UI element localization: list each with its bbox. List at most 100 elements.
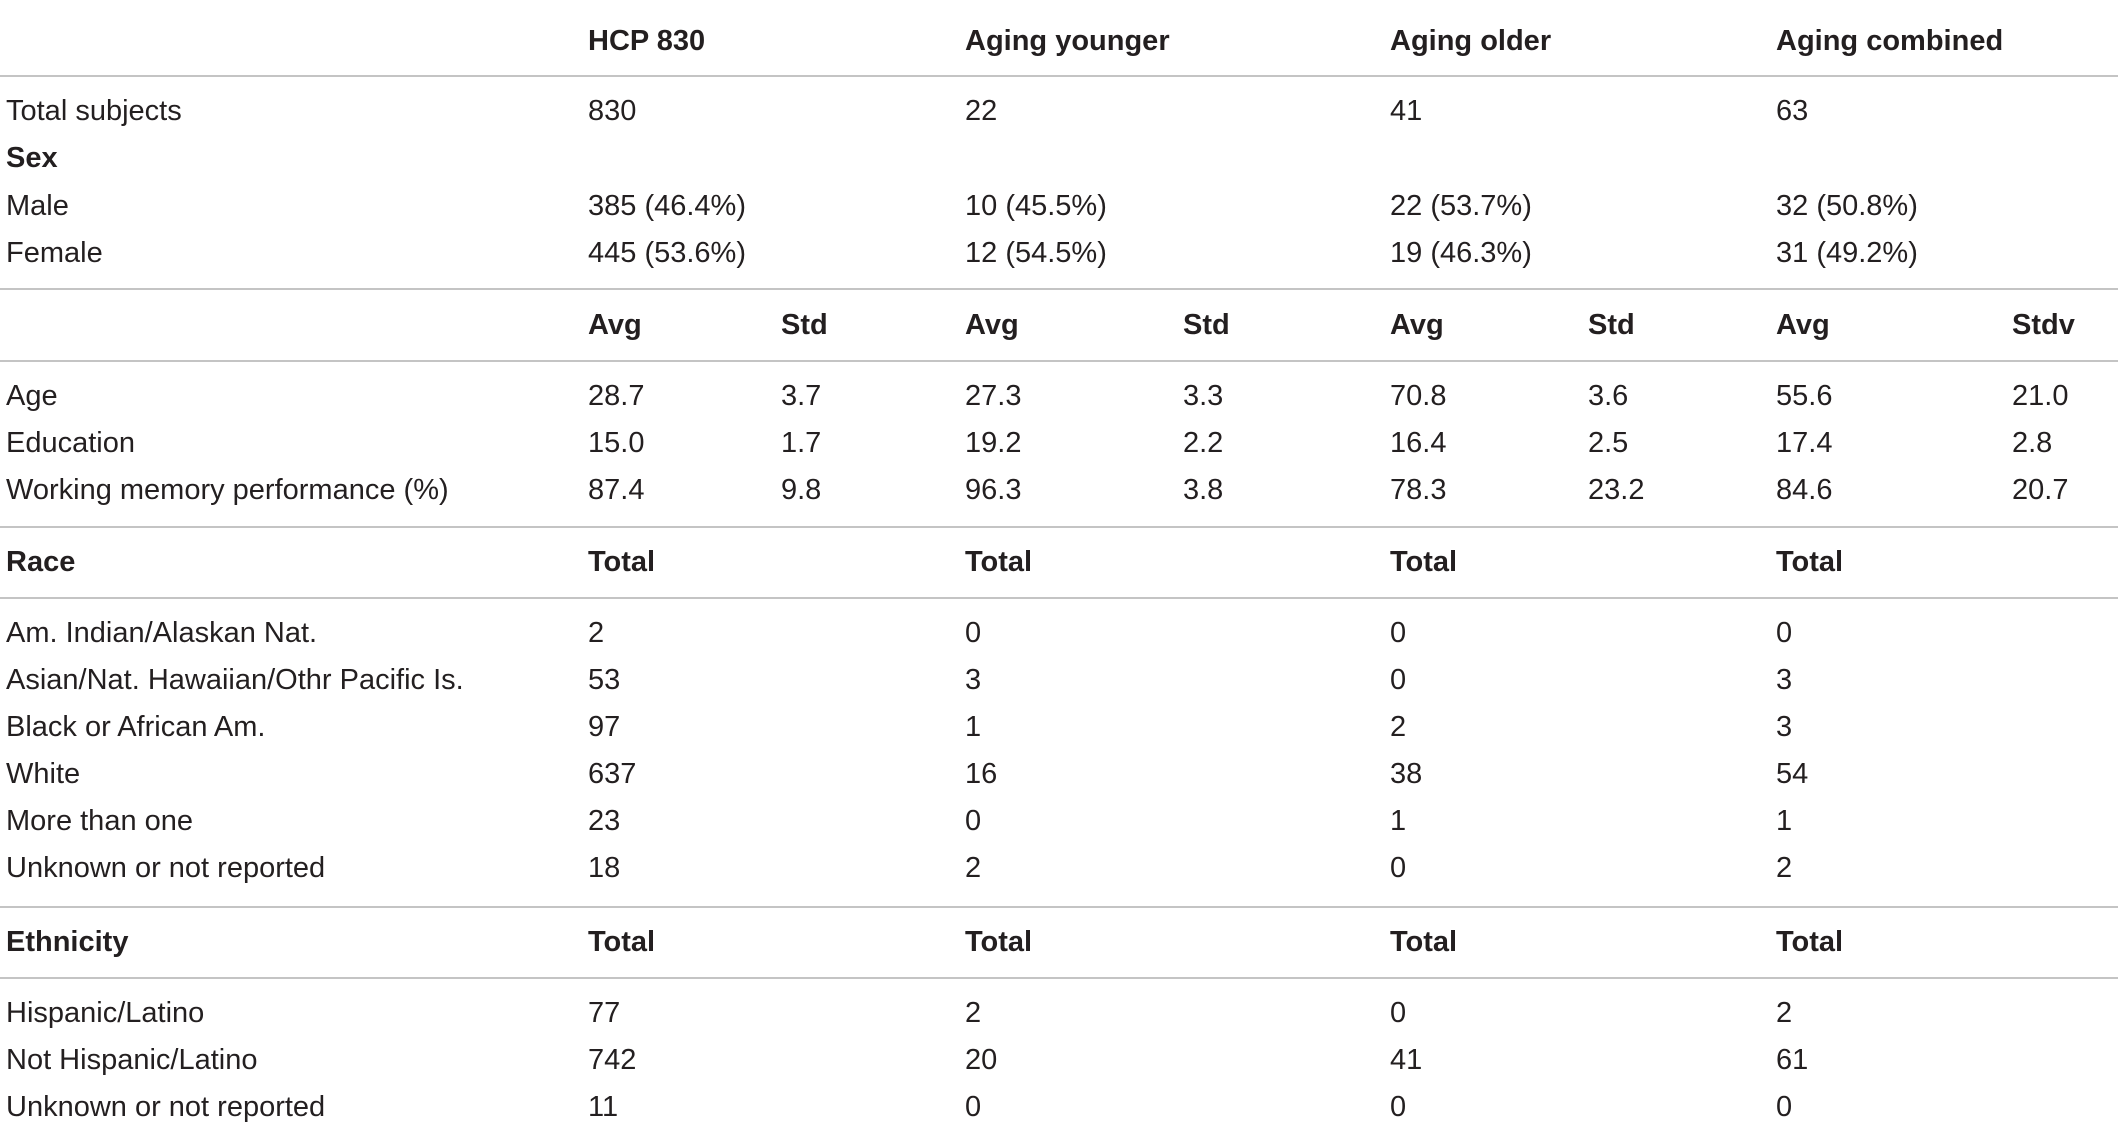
cell-value: 17.4 (1776, 427, 1833, 459)
cell-value: 32 (50.8%) (1776, 190, 1918, 222)
subheader-total: Total (588, 546, 656, 578)
table-row: Am. Indian/Alaskan Nat. 2 0 0 0 (0, 610, 2118, 657)
cell-value: 78.3 (1390, 474, 1447, 506)
cell-value: 2 (965, 852, 982, 884)
cell-value: 10 (45.5%) (965, 190, 1107, 222)
cell-value: 22 (965, 95, 998, 127)
column-header-aging-younger: Aging younger (965, 25, 1170, 57)
subheader-avg: Avg (588, 309, 642, 341)
cell-value: 28.7 (588, 380, 645, 412)
cell-value: 11 (588, 1091, 619, 1123)
cell-value: 3 (1776, 664, 1793, 696)
cell-value: 61 (1776, 1044, 1809, 1076)
cell-value: 18 (588, 852, 621, 884)
cell-value: 742 (588, 1044, 637, 1076)
cell-value: 0 (1390, 1091, 1407, 1123)
section-header-row: Ethnicity Total Total Total Total (0, 919, 2118, 966)
cell-value: 41 (1390, 1044, 1423, 1076)
cell-value: 3.6 (1588, 380, 1629, 412)
cell-value: 1.7 (781, 427, 822, 459)
cell-value: 0 (965, 1091, 982, 1123)
column-header-aging-combined: Aging combined (1776, 25, 2004, 57)
cell-value: 96.3 (965, 474, 1022, 506)
cell-value: 21.0 (2012, 380, 2069, 412)
row-label: Age (6, 380, 58, 412)
subheader-std: Std (781, 309, 828, 341)
cell-value: 0 (965, 805, 982, 837)
cell-value: 2 (1776, 852, 1793, 884)
cell-value: 385 (46.4%) (588, 190, 746, 222)
cell-value: 0 (965, 617, 982, 649)
table-row: Total subjects 830 22 41 63 (0, 88, 2118, 135)
section-label-ethnicity: Ethnicity (6, 926, 129, 958)
row-label: Total subjects (6, 95, 182, 127)
row-label: Asian/Nat. Hawaiian/Othr Pacific Is. (6, 664, 464, 696)
cell-value: 2 (1390, 711, 1407, 743)
cell-value: 23 (588, 805, 621, 837)
cell-value: 0 (1776, 1091, 1793, 1123)
row-label: Working memory performance (%) (6, 474, 449, 506)
table-row: Asian/Nat. Hawaiian/Othr Pacific Is. 53 … (0, 657, 2118, 704)
table-row: Female 445 (53.6%) 12 (54.5%) 19 (46.3%)… (0, 230, 2118, 277)
cell-value: 637 (588, 758, 637, 790)
cell-value: 41 (1390, 95, 1423, 127)
cell-value: 0 (1390, 664, 1407, 696)
column-header-aging-older: Aging older (1390, 25, 1552, 57)
divider (0, 288, 2118, 290)
cell-value: 3.3 (1183, 380, 1224, 412)
section-header-row: Race Total Total Total Total (0, 539, 2118, 586)
cell-value: 830 (588, 95, 637, 127)
cell-value: 0 (1390, 852, 1407, 884)
subheader-stdv: Stdv (2012, 309, 2075, 341)
section-label-sex: Sex (6, 142, 58, 174)
cell-value: 2.8 (2012, 427, 2053, 459)
cell-value: 3.8 (1183, 474, 1224, 506)
divider (0, 977, 2118, 979)
cell-value: 2.2 (1183, 427, 1224, 459)
cell-value: 53 (588, 664, 621, 696)
section-label-race: Race (6, 546, 76, 578)
row-label: Unknown or not reported (6, 852, 326, 884)
cell-value: 3 (1776, 711, 1793, 743)
cell-value: 1 (1776, 805, 1793, 837)
divider (0, 75, 2118, 77)
row-label: Unknown or not reported (6, 1091, 326, 1123)
cell-value: 87.4 (588, 474, 645, 506)
subheader-total: Total (1390, 926, 1458, 958)
subheader-avg: Avg (965, 309, 1019, 341)
row-label: Male (6, 190, 69, 222)
cell-value: 0 (1776, 617, 1793, 649)
table-row: Unknown or not reported 18 2 0 2 (0, 845, 2118, 892)
cell-value: 0 (1390, 997, 1407, 1029)
subheader-avg: Avg (1390, 309, 1444, 341)
row-label: White (6, 758, 81, 790)
cell-value: 16.4 (1390, 427, 1447, 459)
table-row: Working memory performance (%) 87.4 9.8 … (0, 467, 2118, 514)
cell-value: 3 (965, 664, 982, 696)
cell-value: 2.5 (1588, 427, 1629, 459)
table-row: Black or African Am. 97 1 2 3 (0, 704, 2118, 751)
column-header-row: HCP 830 Aging younger Aging older Aging … (0, 18, 2118, 65)
subheader-avg: Avg (1776, 309, 1830, 341)
subheader-total: Total (1776, 546, 1844, 578)
cell-value: 0 (1390, 617, 1407, 649)
cell-value: 20.7 (2012, 474, 2069, 506)
row-label: Hispanic/Latino (6, 997, 205, 1029)
divider (0, 906, 2118, 908)
cell-value: 3.7 (781, 380, 822, 412)
row-label: More than one (6, 805, 194, 837)
divider (0, 597, 2118, 599)
divider (0, 360, 2118, 362)
subheader-std: Std (1588, 309, 1635, 341)
table-row: Unknown or not reported 11 0 0 0 (0, 1084, 2118, 1131)
cell-value: 84.6 (1776, 474, 1833, 506)
row-label: Am. Indian/Alaskan Nat. (6, 617, 318, 649)
cell-value: 12 (54.5%) (965, 237, 1107, 269)
cell-value: 1 (1390, 805, 1407, 837)
row-label: Education (6, 427, 135, 459)
cell-value: 2 (588, 617, 605, 649)
row-label: Female (6, 237, 103, 269)
subheader-total: Total (965, 926, 1033, 958)
cell-value: 15.0 (588, 427, 645, 459)
